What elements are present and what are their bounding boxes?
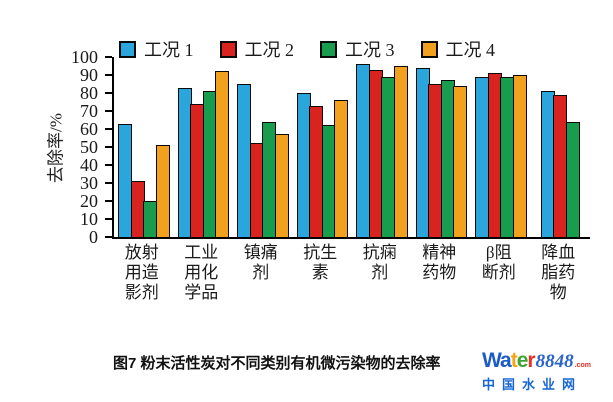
- legend-label: 工况 3: [345, 40, 395, 60]
- x-label-line: 抗痫: [362, 243, 397, 262]
- bar-group: [114, 57, 174, 237]
- x-axis-labels: 放射 用造 影剂 工业 用化 学品 镇痛剂抗生素抗痫剂精神 药物 β阻 断剂 降血 脂药物: [112, 243, 588, 303]
- y-tick-label: 100: [71, 47, 98, 67]
- y-tick-mark: [105, 92, 112, 94]
- bar-group: [174, 57, 234, 237]
- y-tick-label: 30: [80, 173, 98, 193]
- y-axis-tick-marks: [103, 56, 112, 238]
- y-tick-mark: [105, 56, 112, 58]
- x-label-line: 放射: [124, 243, 159, 262]
- x-label-line: 素: [311, 263, 329, 282]
- y-tick-label: 10: [80, 209, 98, 229]
- x-label-line: 工业: [184, 243, 219, 262]
- legend-item: 工况 2: [219, 36, 295, 62]
- y-tick-mark: [105, 128, 112, 130]
- x-label-line: 断剂: [481, 263, 516, 282]
- bar: [334, 100, 348, 237]
- bar: [155, 145, 170, 237]
- x-axis-category-label: 镇痛剂: [231, 243, 291, 303]
- x-label-line: 脂药: [541, 263, 576, 282]
- y-tick-mark: [105, 110, 112, 112]
- logo-dotcom-text: .com: [574, 362, 591, 369]
- logo-letter: r: [527, 349, 535, 372]
- water8848-logo: Water 8848 .com 中国水业网: [482, 349, 602, 393]
- bar-group: [471, 57, 531, 237]
- y-tick-label: 40: [80, 155, 98, 175]
- y-tick-label: 80: [80, 83, 98, 103]
- y-tick-label: 70: [80, 101, 98, 121]
- x-label-line: 学品: [184, 283, 219, 302]
- x-label-line: 抗生: [303, 243, 338, 262]
- legend-label: 工况 4: [445, 40, 496, 60]
- x-label-line: 剂: [252, 263, 270, 282]
- x-label-line: 影剂: [124, 283, 159, 302]
- x-axis-category-label: 精神 药物: [410, 243, 470, 303]
- y-tick-mark: [105, 74, 112, 76]
- x-label-line: 物: [549, 283, 567, 302]
- legend-item: 工况 4: [420, 36, 496, 62]
- legend-swatch-icon: [320, 40, 337, 58]
- logo-wordmark: Water 8848 .com: [482, 349, 602, 373]
- bar: [512, 75, 527, 237]
- x-axis-category-label: β阻 断剂: [469, 243, 529, 303]
- x-axis-category-label: 降血 脂药物: [529, 243, 589, 303]
- x-label-line: β阻: [485, 243, 512, 262]
- bar-group: [233, 57, 293, 237]
- logo-water-text: Water: [482, 349, 536, 373]
- y-tick-mark: [105, 146, 112, 148]
- x-label-line: 用造: [124, 263, 159, 282]
- y-axis-tick-labels: 0 10 20 30 40 50 60 70 80 90 100: [56, 47, 104, 247]
- bar-group: [412, 57, 472, 237]
- bar: [453, 85, 467, 237]
- y-tick-label: 20: [80, 191, 98, 211]
- bar: [274, 134, 289, 237]
- x-label-line: 精神: [422, 243, 457, 262]
- x-axis-category-label: 放射 用造 影剂: [112, 243, 172, 303]
- legend-label: 工况 1: [144, 40, 194, 60]
- logo-letter: Wa: [482, 349, 512, 372]
- x-label-line: 剂: [371, 263, 389, 282]
- bar-group: [293, 57, 353, 237]
- legend-swatch-icon: [119, 40, 136, 58]
- bar: [118, 123, 132, 237]
- plot-area: [112, 57, 590, 239]
- bar: [393, 66, 408, 237]
- logo-number-text: 8848: [535, 351, 574, 372]
- logo-letter: t: [510, 349, 518, 372]
- y-tick-mark: [105, 218, 112, 220]
- y-tick-label: 50: [80, 137, 98, 157]
- x-axis-category-label: 工业 用化 学品: [172, 243, 232, 303]
- y-tick-mark: [105, 236, 112, 238]
- x-label-line: 降血: [541, 243, 576, 262]
- bar: [565, 121, 580, 237]
- y-tick-label: 60: [80, 119, 98, 139]
- logo-letter: e: [516, 349, 529, 372]
- legend-item: 工况 3: [320, 36, 395, 62]
- y-tick-label: 90: [80, 65, 98, 85]
- chart-legend: 工况 1 工况 2 工况 3 工况 4: [119, 36, 495, 62]
- y-tick-label: 0: [89, 227, 98, 247]
- y-tick-mark: [105, 200, 112, 202]
- logo-subtitle: 中国水业网: [482, 377, 583, 392]
- legend-swatch-icon: [420, 40, 438, 58]
- legend-label: 工况 2: [244, 40, 295, 60]
- x-axis-category-label: 抗生素: [291, 243, 351, 303]
- legend-swatch-icon: [219, 40, 237, 58]
- x-label-line: 镇痛: [243, 243, 278, 262]
- legend-item: 工况 1: [119, 36, 194, 62]
- x-label-line: 用化: [184, 263, 219, 282]
- x-label-line: 药物: [422, 263, 457, 282]
- y-tick-mark: [105, 182, 112, 184]
- figure-caption: 图7 粉末活性炭对不同类别有机微污染物的去除率: [113, 355, 441, 372]
- bar-group: [352, 57, 412, 237]
- y-tick-mark: [105, 164, 112, 166]
- bar-group: [531, 57, 591, 237]
- x-axis-category-label: 抗痫剂: [350, 243, 410, 303]
- bar: [215, 71, 229, 237]
